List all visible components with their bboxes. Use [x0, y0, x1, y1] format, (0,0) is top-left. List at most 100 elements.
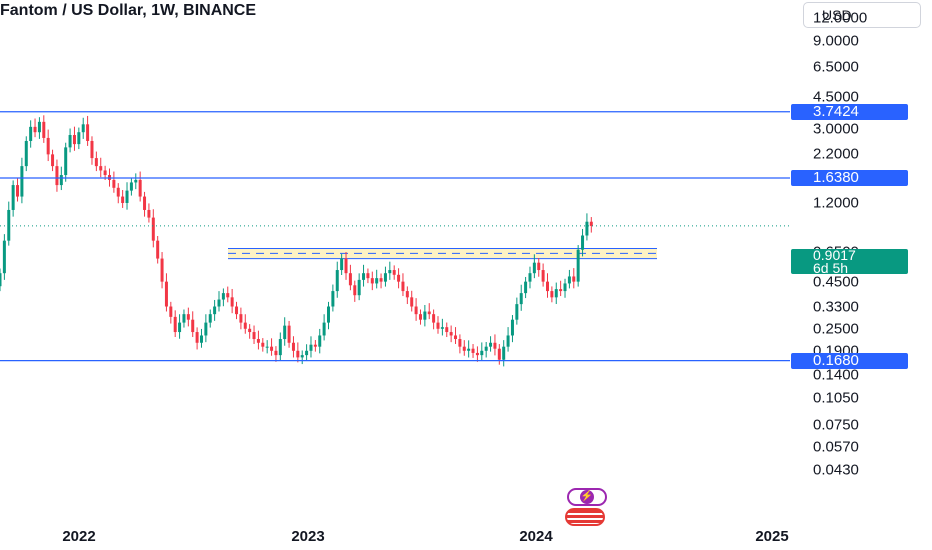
- candle-body: [199, 335, 203, 343]
- candle-body: [151, 217, 155, 241]
- candle-body: [138, 179, 142, 197]
- candle-body: [392, 270, 396, 275]
- candle-body: [493, 342, 497, 349]
- candle-body: [99, 166, 103, 171]
- candle-body: [134, 179, 138, 183]
- candle-body: [519, 293, 523, 305]
- candle-body: [335, 270, 339, 292]
- candle-body: [458, 339, 462, 347]
- candle-body: [226, 293, 230, 298]
- candle-body: [147, 209, 151, 218]
- candle-body: [322, 322, 326, 336]
- candle-body: [94, 158, 98, 167]
- candle-body: [357, 279, 361, 296]
- y-tick-label: 1.2000: [813, 194, 859, 212]
- candle-body: [182, 314, 186, 323]
- candle-body: [252, 332, 256, 340]
- y-tick-label: 2.2000: [813, 145, 859, 163]
- candle-body: [291, 342, 295, 351]
- candle-body: [239, 314, 243, 323]
- candle-body: [143, 196, 147, 210]
- candle-body: [427, 311, 431, 315]
- candle-body: [506, 335, 510, 347]
- candle-body: [173, 316, 177, 333]
- candle-body: [248, 328, 252, 333]
- y-tick-label: 0.0570: [813, 438, 859, 456]
- candle-body: [576, 249, 580, 282]
- candle-body: [318, 335, 322, 347]
- lightning-event-icon[interactable]: ⚡: [567, 488, 607, 506]
- candle-body: [541, 270, 545, 282]
- candle-body: [191, 319, 195, 333]
- candle-body: [81, 124, 85, 133]
- candle-body: [230, 297, 234, 307]
- candle-body: [589, 221, 593, 226]
- candle-body: [235, 306, 239, 315]
- candle-body: [156, 240, 160, 259]
- candle-body: [454, 335, 458, 340]
- candle-body: [559, 289, 563, 292]
- candle-body: [432, 314, 436, 323]
- candle-body: [497, 348, 501, 360]
- candle-body: [16, 185, 20, 197]
- candle-body: [72, 135, 76, 145]
- level-price-tag: 3.7424: [791, 103, 908, 120]
- candle-body: [265, 346, 269, 348]
- candle-body: [572, 276, 576, 282]
- candle-body: [278, 339, 282, 356]
- candle-body: [467, 348, 471, 351]
- candle-body: [213, 306, 217, 315]
- candle-body: [103, 170, 107, 176]
- y-tick-label: 6.5000: [813, 58, 859, 76]
- candle-body: [410, 297, 414, 307]
- lightning-icon: ⚡: [580, 490, 594, 504]
- horizontal-levels: [0, 111, 790, 362]
- y-tick-label: 0.3300: [813, 298, 859, 315]
- candle-body: [7, 209, 11, 241]
- candle-body: [405, 291, 409, 298]
- currency-selector[interactable]: USD: [803, 2, 921, 28]
- candle-body: [121, 196, 125, 203]
- candle-body: [353, 285, 357, 296]
- candle-body: [375, 278, 379, 284]
- candle-body: [55, 166, 59, 186]
- candle-body: [383, 273, 387, 282]
- candle-body: [270, 346, 274, 351]
- candlestick-series: [0, 115, 593, 367]
- candle-body: [585, 221, 589, 236]
- y-tick-label: 4.5000: [813, 88, 859, 106]
- y-tick-label: 3.0000: [813, 120, 859, 138]
- candle-body: [256, 339, 260, 343]
- candle-body: [68, 135, 72, 148]
- candle-body: [42, 121, 46, 138]
- y-tick-label: 9.0000: [813, 32, 859, 50]
- candle-body: [37, 121, 41, 133]
- candle-body: [208, 314, 212, 323]
- x-tick-label: 2022: [62, 528, 96, 545]
- candle-body: [221, 293, 225, 300]
- y-tick-label: 0.4500: [813, 273, 859, 291]
- x-tick-label: 2025: [755, 528, 789, 545]
- us-flag-event-icon[interactable]: [565, 508, 605, 526]
- candle-body: [388, 270, 392, 274]
- candle-body: [489, 342, 493, 347]
- level-price-tag: 1.6380: [791, 170, 908, 187]
- candle-body: [0, 273, 2, 287]
- y-tick-label: 12.0000: [813, 9, 868, 27]
- candle-body: [327, 306, 330, 323]
- candle-body: [484, 346, 488, 351]
- candle-body: [33, 126, 37, 133]
- candle-body: [440, 327, 444, 329]
- candle-body: [164, 281, 168, 307]
- y-tick-label: 0.0430: [813, 461, 859, 479]
- candle-body: [344, 258, 348, 274]
- candle-body: [29, 126, 33, 141]
- candle-body: [436, 322, 440, 329]
- last-price-tag: 0.9017 6d 5h: [791, 248, 908, 274]
- candle-body: [46, 137, 50, 155]
- candle-body: [563, 283, 567, 292]
- candle-body: [20, 166, 24, 197]
- candle-body: [524, 281, 528, 294]
- level-price-tag: 0.1680: [791, 352, 908, 369]
